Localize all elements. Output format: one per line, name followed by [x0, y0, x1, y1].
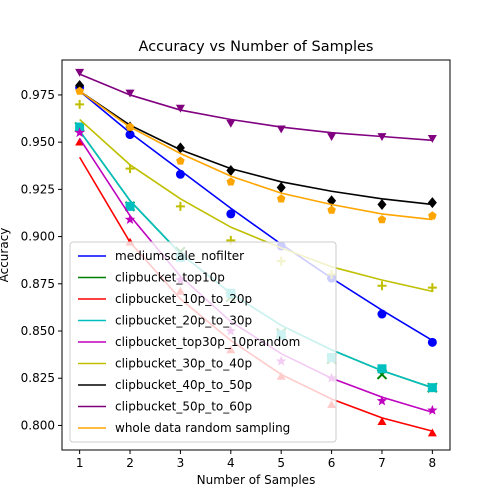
data-point	[427, 428, 437, 437]
data-point	[427, 383, 437, 393]
legend-entry: mediumscale_nofilter	[78, 249, 244, 263]
legend-label: clipbucket_20p_to_30p	[115, 314, 252, 328]
data-point	[175, 169, 185, 179]
fit-line	[79, 118, 433, 293]
x-tick-label: 8	[429, 456, 437, 470]
legend-entry: clipbucket_10p_to_20p	[78, 292, 252, 306]
y-tick-label: 0.850	[21, 324, 55, 338]
data-point	[377, 417, 387, 426]
data-point	[125, 89, 135, 98]
x-tick-label: 5	[277, 456, 285, 470]
legend-label: mediumscale_nofilter	[115, 249, 244, 263]
fit-line	[79, 90, 433, 342]
y-tick-label: 0.900	[21, 230, 55, 244]
data-point	[75, 99, 85, 109]
data-point	[75, 137, 85, 146]
data-point	[276, 125, 286, 134]
data-point	[377, 364, 387, 374]
data-point	[226, 164, 236, 176]
legend-label: clipbucket_50p_to_60p	[115, 400, 252, 414]
data-point	[125, 164, 135, 174]
legend-entry: clipbucket_30p_to_40p	[78, 357, 252, 371]
legend-entry: clipbucket_50p_to_60p	[78, 400, 252, 414]
fit-line	[79, 90, 433, 221]
data-point	[125, 122, 135, 131]
data-point	[175, 104, 185, 113]
fit-line	[79, 73, 433, 142]
data-point	[376, 395, 388, 406]
data-point	[428, 211, 437, 220]
y-tick-label: 0.825	[21, 371, 55, 385]
x-axis-title: Number of Samples	[197, 473, 316, 487]
legend-label: clipbucket_10p_to_20p	[115, 292, 252, 306]
y-tick-label: 0.975	[21, 88, 55, 102]
data-point	[75, 79, 85, 91]
data-point	[175, 201, 185, 211]
data-point	[427, 337, 437, 347]
legend-entry: clipbucket_top30p_10prandom	[78, 335, 300, 349]
data-point	[226, 119, 236, 128]
series-clipbucket_50p_to_60p	[75, 68, 437, 143]
x-tick-label: 7	[378, 456, 386, 470]
y-tick-label: 0.950	[21, 135, 55, 149]
data-point	[74, 127, 85, 138]
x-tick-label: 3	[177, 456, 185, 470]
data-point	[377, 215, 387, 224]
data-point	[427, 197, 437, 209]
x-tick-label: 6	[328, 456, 336, 470]
data-point	[124, 214, 136, 225]
data-point	[125, 130, 135, 140]
data-point	[327, 205, 336, 214]
data-point	[377, 281, 387, 291]
y-tick-label: 0.800	[21, 418, 55, 432]
axes: 1 2 3 4 5 6 7 8 0.800 0.825 0.850 0.875 0.900 0.925 0.…	[21, 59, 451, 470]
legend-entry: clipbucket_20p_to_30p	[78, 314, 252, 328]
chart-title: Accuracy vs Number of Samples	[139, 39, 374, 55]
y-tick-label: 0.925	[21, 182, 55, 196]
x-tick-label: 1	[76, 456, 84, 470]
data-point	[175, 142, 185, 154]
legend-label: clipbucket_30p_to_40p	[115, 357, 252, 371]
data-point	[377, 309, 387, 319]
data-point	[377, 198, 387, 210]
legend-entry: clipbucket_40p_to_50p	[78, 378, 252, 392]
data-point	[226, 209, 236, 219]
data-point	[427, 135, 437, 143]
legend-label: whole data random sampling	[115, 421, 290, 435]
fit-line	[79, 90, 433, 206]
legend-label: clipbucket_top30p_10prandom	[115, 335, 300, 349]
data-point	[276, 181, 286, 193]
legend-box	[69, 241, 337, 443]
y-tick-label: 0.875	[21, 277, 55, 291]
data-point	[427, 283, 437, 293]
data-point	[75, 122, 85, 132]
data-point	[75, 68, 85, 77]
x-tick-label: 2	[126, 456, 134, 470]
legend-entry: clipbucket_top10p	[78, 271, 225, 285]
y-axis-title: Accuracy	[0, 228, 11, 283]
data-point	[427, 404, 438, 415]
data-point	[75, 86, 84, 95]
axes-frame	[61, 59, 451, 451]
data-point	[377, 133, 387, 141]
legend-label: clipbucket_40p_to_50p	[115, 378, 252, 392]
legend-label: clipbucket_top10p	[115, 271, 225, 285]
data-point	[276, 194, 286, 203]
data-point	[125, 201, 135, 211]
data-point	[327, 133, 337, 141]
legend-entry: whole data random sampling	[78, 421, 290, 435]
data-point	[176, 156, 185, 165]
x-tick-label: 4	[227, 456, 235, 470]
data-point	[226, 177, 236, 186]
legend: mediumscale_nofilter clipbucket_top10pcli…	[69, 241, 337, 443]
series-whole data random sampling	[75, 86, 437, 224]
